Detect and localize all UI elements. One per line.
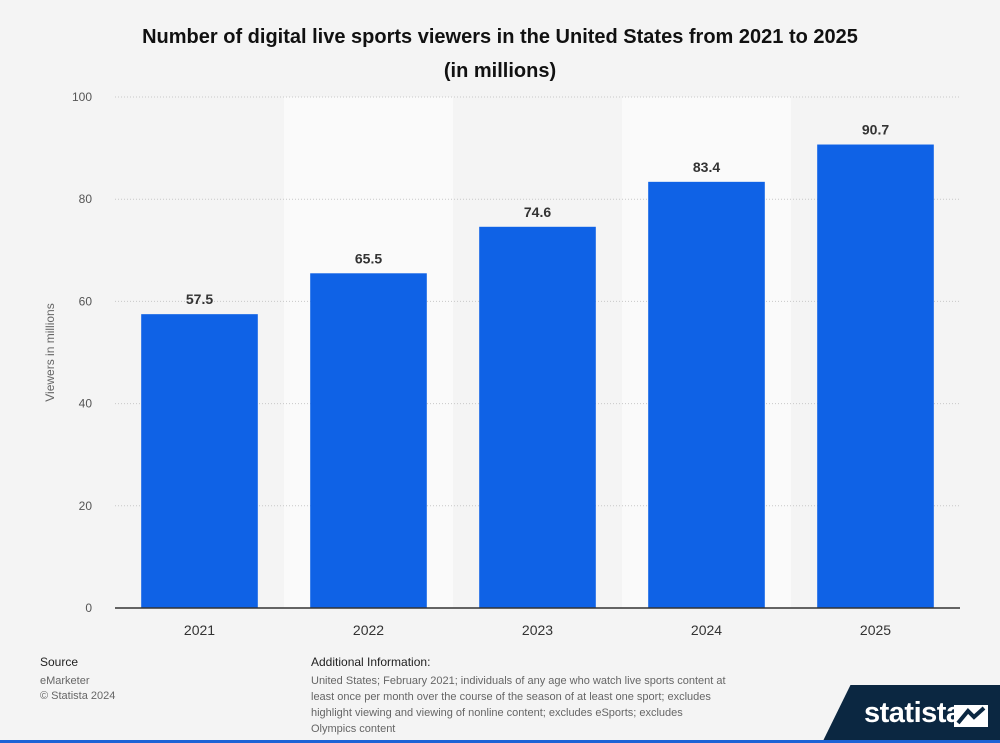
y-tick-label: 100 [72,90,92,104]
bar [648,181,765,609]
x-tick-label: 2022 [353,622,384,638]
x-tick-label: 2021 [184,622,215,638]
chart-title-line-1: Number of digital live sports viewers in… [142,26,858,48]
data-label: 90.7 [862,122,889,138]
statista-wordmark: statista [864,697,962,729]
bottom-accent-line [0,740,1000,743]
chart-title-line-2: (in millions) [443,60,557,82]
data-label: 57.5 [186,291,213,307]
source-heading: Source [40,655,79,669]
statista-flag-icon [954,705,988,727]
y-tick-label: 40 [79,397,93,411]
x-tick-label: 2025 [860,622,891,638]
copyright-text: © Statista 2024 [40,690,116,702]
bar [817,144,934,608]
source-block: Source eMarketer © Statista 2024 [40,655,115,704]
statista-logo[interactable]: statista [822,685,1000,743]
bar [141,314,258,608]
source-name[interactable]: eMarketer [40,675,90,687]
y-tick-label: 0 [85,601,92,615]
y-tick-label: 80 [79,192,93,206]
additional-info-heading: Additional Information: [311,655,431,669]
x-tick-label: 2024 [691,622,722,638]
y-axis-title: Viewers in millions [43,303,57,401]
footer: Source eMarketer © Statista 2024 Additio… [0,655,1000,743]
x-tick-label: 2023 [522,622,553,638]
data-label: 83.4 [693,159,720,175]
y-tick-label: 60 [79,294,93,308]
data-label: 74.6 [524,204,551,220]
bar [479,226,596,608]
bar-chart: 0 20 40 60 80 100 57.5 2021 65.5 2022 74.6 2023 83.4… [43,90,960,638]
additional-info-text: United States; February 2021; individual… [311,675,726,735]
bar [310,273,427,608]
additional-info-block: Additional Information: United States; F… [311,655,731,737]
y-tick-label: 20 [79,499,93,513]
data-label: 65.5 [355,250,382,266]
chart-title: Number of digital live sports viewers in… [0,20,1000,88]
